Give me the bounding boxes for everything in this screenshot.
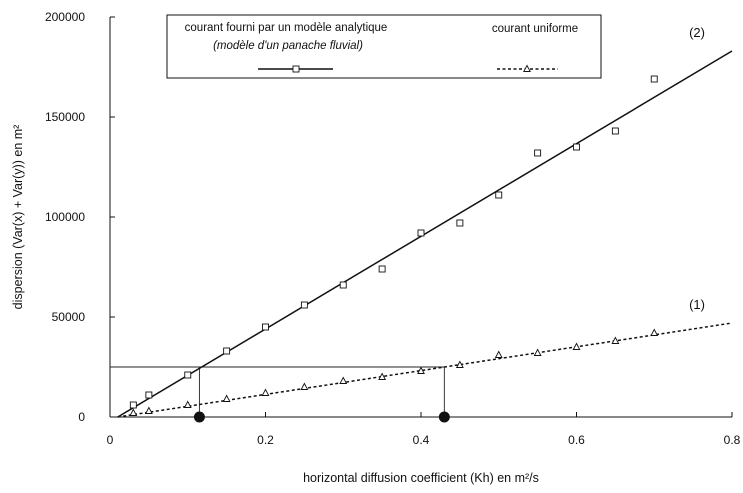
series-1-point xyxy=(611,127,619,135)
series-1-point xyxy=(129,401,137,409)
series-1-point xyxy=(573,143,580,151)
series-2-fit-line xyxy=(117,322,733,418)
x-tick-label: 0.2 xyxy=(257,433,274,447)
series-1-point xyxy=(650,75,658,83)
legend-series-2-label: courant uniforme xyxy=(492,23,578,35)
series-1-point xyxy=(456,219,464,227)
series-2-point xyxy=(378,372,387,380)
legend-series-1-sublabel: (modèle d'un panache fluvial) xyxy=(213,40,363,52)
series-2-point xyxy=(611,336,620,344)
series-1-point xyxy=(534,149,542,157)
x-axis-title: horizontal diffusion coefficient (Kh) en… xyxy=(303,471,539,485)
legend-series-1-label: courant fourni par un modèle analytique xyxy=(185,22,388,34)
marked-point-dot xyxy=(193,411,205,423)
data-points xyxy=(129,75,659,416)
series-1-point xyxy=(495,191,503,199)
series-2-point xyxy=(222,394,231,402)
series-1-point xyxy=(262,323,269,331)
x-tick-label: 0.8 xyxy=(724,433,741,447)
series-2-point xyxy=(129,408,138,416)
x-tick-label: 0.4 xyxy=(413,433,430,447)
marked-point-dot xyxy=(438,411,450,423)
x-tick-label: 0.6 xyxy=(568,433,585,447)
series-2-point xyxy=(533,348,542,356)
series-2-point xyxy=(572,342,581,350)
y-ticks: 0 50000 100000 150000 200000 xyxy=(45,10,115,424)
legend-box xyxy=(166,14,602,79)
series-2-point xyxy=(650,328,659,336)
series-1-point xyxy=(339,281,347,289)
series-2-point xyxy=(339,376,348,384)
legend: courant fourni par un modèle analytique … xyxy=(166,14,602,79)
series-2-point xyxy=(261,388,270,396)
series-2-point xyxy=(494,350,503,358)
series-2-curve-label: (1) xyxy=(689,297,705,312)
series-2-point xyxy=(183,400,192,408)
y-axis-title: dispersion (Var(x) + Var(y)) en m² xyxy=(11,125,25,310)
series-1-point xyxy=(300,301,308,309)
legend-series-2-marker xyxy=(523,64,531,72)
y-tick-label: 100000 xyxy=(45,210,85,224)
y-tick-label: 0 xyxy=(78,410,85,424)
series-2-point xyxy=(455,360,464,368)
curve-labels: (2) (1) xyxy=(689,25,705,312)
series-1-point xyxy=(145,391,153,399)
series-1-point xyxy=(378,265,386,273)
fit-lines xyxy=(117,50,733,418)
reference-guides xyxy=(110,366,450,423)
series-1-point xyxy=(417,229,425,237)
series-1-fit-line xyxy=(117,50,733,418)
x-ticks: 0 0.2 0.4 0.6 0.8 xyxy=(107,412,741,447)
y-tick-label: 50000 xyxy=(52,310,86,324)
legend-swatches xyxy=(258,64,558,73)
series-2-point xyxy=(300,382,309,390)
series-1-curve-label: (2) xyxy=(689,25,705,40)
series-2-point xyxy=(417,366,425,374)
y-tick-label: 200000 xyxy=(45,10,85,24)
series-2-point xyxy=(144,406,153,414)
series-1-point xyxy=(223,347,231,355)
series-1-point xyxy=(184,371,192,379)
x-tick-label: 0 xyxy=(107,433,114,447)
y-tick-label: 150000 xyxy=(45,110,85,124)
legend-series-1-marker xyxy=(292,65,300,73)
